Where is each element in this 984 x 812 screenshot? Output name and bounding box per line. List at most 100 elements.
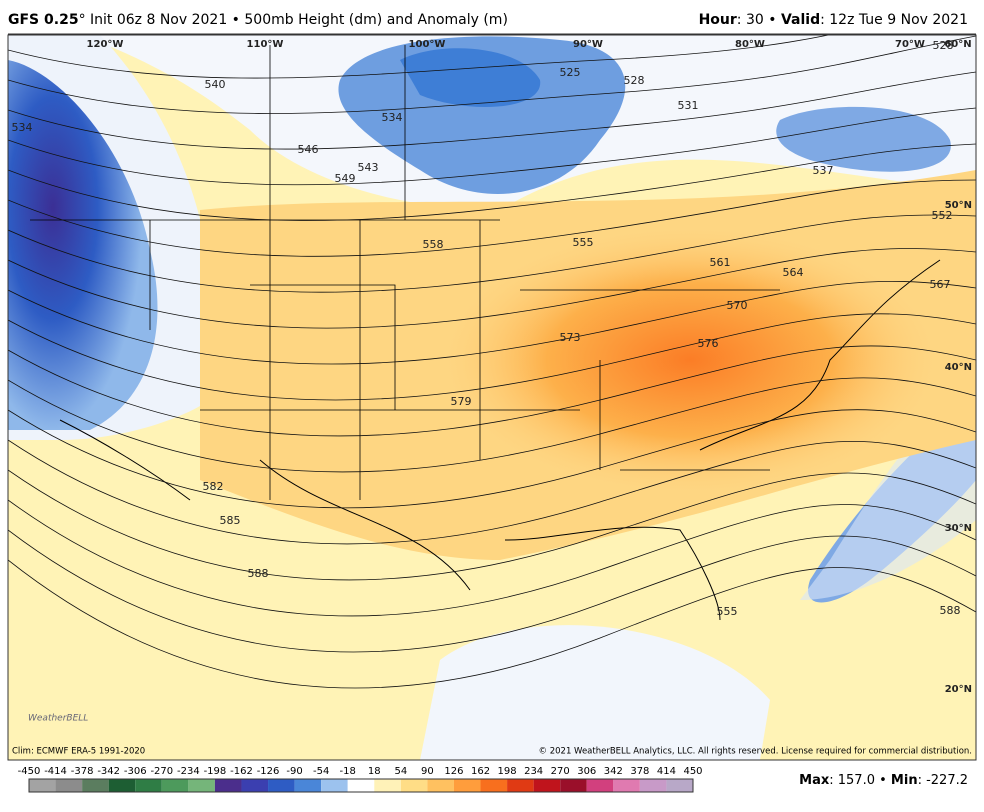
clim-note: Clim: ECMWF ERA-5 1991-2020	[12, 747, 145, 757]
colorbar-bin	[533, 779, 561, 792]
contour-label: 588	[248, 567, 269, 580]
colorbar-bin	[453, 779, 481, 792]
contour-line	[8, 280, 976, 365]
contour-line	[8, 499, 976, 617]
low-northeast	[776, 106, 951, 172]
contour-line	[8, 248, 976, 329]
contour-line	[8, 409, 976, 509]
hour-value: : 30 •	[737, 12, 777, 28]
contour-line	[8, 345, 976, 437]
coastlines	[59, 259, 941, 621]
colorbar-bin	[161, 779, 189, 792]
ridge-core	[430, 220, 950, 500]
colorbar-tick-label: -18	[340, 766, 356, 777]
contour-line	[8, 559, 976, 689]
colorbar-tick-label: 342	[604, 766, 623, 777]
contour-label: 579	[451, 395, 472, 408]
colorbar-tick-label: -162	[230, 766, 253, 777]
colorbar-tick-label: -450	[18, 766, 41, 777]
contour-line	[8, 377, 976, 473]
colorbar-tick-label: 378	[630, 766, 649, 777]
contour-label: 549	[335, 172, 356, 185]
colorbar-tick-label: 450	[683, 766, 702, 777]
model: GFS 0.25	[8, 12, 79, 28]
contour-line	[8, 143, 976, 221]
contour-label: 537	[813, 164, 834, 177]
init: Init 06z 8 Nov 2021 • 500mb Height (dm) …	[90, 12, 508, 28]
colorbar-bin	[321, 779, 348, 792]
colorbar-bin	[29, 779, 56, 792]
colorbar-tick-label: -378	[71, 766, 94, 777]
header-right: Hour: 30 • Valid: 12z Tue 9 Nov 2021	[699, 12, 968, 28]
contour-label: 564	[783, 266, 804, 279]
contour-line	[8, 35, 976, 114]
colorbar-tick-label: 306	[577, 766, 596, 777]
contour-label: 585	[220, 514, 241, 527]
latitude-label: 20°N	[945, 684, 972, 695]
colorbar-tick-label: 270	[551, 766, 570, 777]
colorbar-tick-label: 126	[444, 766, 463, 777]
colorbar-tick-label: 234	[524, 766, 543, 777]
colorbar-bin	[294, 779, 322, 792]
colorbar-tick-label: 18	[368, 766, 381, 777]
colorbar-bin	[586, 779, 614, 792]
contour-line	[8, 529, 976, 653]
latitude-label: 50°N	[945, 200, 972, 211]
colorbar-bin	[55, 779, 83, 792]
colorbar-frame	[28, 778, 694, 793]
contour-label: 588	[940, 604, 961, 617]
longitude-label: 60°N	[944, 39, 971, 50]
colorbar-tick-label: -270	[150, 766, 173, 777]
colorbar-tick-label: -414	[44, 766, 67, 777]
valid-value: : 12z Tue 9 Nov 2021	[820, 12, 968, 28]
max-label: Max	[799, 773, 830, 788]
contour-label: 525	[560, 66, 581, 79]
contour-line	[8, 313, 976, 401]
contour-label: 561	[710, 256, 731, 269]
colorbar-tick-label: -126	[257, 766, 280, 777]
contour-label: 570	[727, 299, 748, 312]
trough-west	[8, 60, 158, 430]
contour-label: 528	[933, 39, 954, 52]
colorbar-tick-label: -54	[313, 766, 329, 777]
colorbar-bin	[400, 779, 428, 792]
contour-label: 582	[203, 480, 224, 493]
contour-label: 531	[678, 99, 699, 112]
trough-core	[400, 48, 541, 107]
colorbar-tick-label: 54	[394, 766, 407, 777]
contour-label: 540	[205, 78, 226, 91]
colorbar-bin	[241, 779, 269, 792]
colorbar-tick-label: -342	[97, 766, 120, 777]
valid-label: Valid	[781, 12, 820, 28]
contour-label: 528	[624, 74, 645, 87]
colorbar-tick-label: 198	[498, 766, 517, 777]
colorbar-bin	[135, 779, 162, 792]
colorbar-bin	[188, 779, 215, 792]
colorbar-bin	[214, 779, 242, 792]
contour-line	[8, 214, 976, 293]
longitude-label: 120°W	[87, 39, 124, 50]
contour-label: 567	[930, 278, 951, 291]
contour-label: 558	[423, 238, 444, 251]
logo: WeatherBELL	[28, 714, 88, 724]
colorbar-bin	[639, 779, 667, 792]
contour-line	[8, 71, 976, 150]
colorbar-bin	[480, 779, 508, 792]
contour-line	[8, 179, 976, 257]
map: 120°W 110°W 100°W 90°W 80°W 70°W 60°N 50°N 40°N 3…	[8, 35, 976, 760]
header-left: GFS 0.25° Init 06z 8 Nov 2021 • 500mb He…	[8, 12, 508, 28]
max-value: : 157.0 •	[829, 773, 887, 788]
longitude-label: 80°W	[735, 39, 765, 50]
colorbar-bin	[560, 779, 587, 792]
latitude-label: 40°N	[945, 362, 972, 373]
colorbar-bin	[427, 779, 454, 792]
contour-line	[8, 439, 976, 545]
longitude-label: 90°W	[573, 39, 603, 50]
colorbar-tick-label: -306	[124, 766, 147, 777]
contour-label: 552	[932, 209, 953, 222]
contour-label: 573	[560, 331, 581, 344]
longitude-label: 110°W	[247, 39, 284, 50]
colorbar-tick-label: -234	[177, 766, 200, 777]
colorbar-bin	[374, 779, 401, 792]
